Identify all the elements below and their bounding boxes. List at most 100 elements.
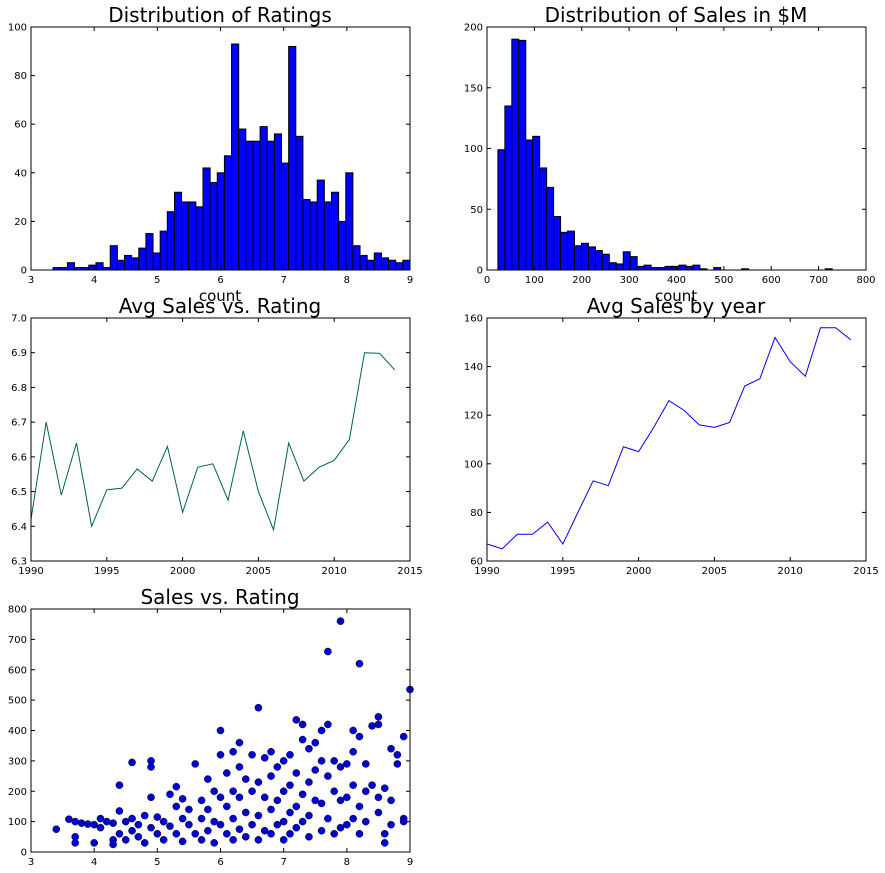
scatter-point xyxy=(368,722,376,730)
scatter-point xyxy=(254,811,263,820)
scatter-point xyxy=(324,720,332,729)
scatter-point xyxy=(273,820,282,829)
scatter-point xyxy=(387,796,395,805)
histogram-bar xyxy=(402,259,411,271)
histogram-bar xyxy=(166,211,175,271)
panel-distribution-of-ratings: 3 4 5 6 7 8 9 0 20 40 60 80 100 Distribution of Rati… xyxy=(8,3,413,305)
y-tick-label: 120 xyxy=(464,411,483,422)
y-tick-label: 6.6 xyxy=(11,452,27,463)
scatter-point xyxy=(254,778,263,786)
scatter-point xyxy=(172,829,181,838)
chart-title: Avg Sales vs. Rating xyxy=(119,294,321,318)
scatter-point xyxy=(267,829,275,838)
y-tick-label: 0 xyxy=(21,266,27,277)
scatter-point xyxy=(185,805,193,814)
scatter-point xyxy=(380,829,389,838)
y-tick-label: 6.5 xyxy=(11,487,27,498)
scatter-point xyxy=(223,829,231,838)
x-tick-label: 6 xyxy=(217,275,223,286)
y-tick-label: 6.8 xyxy=(11,383,27,394)
scatter-point xyxy=(317,826,326,835)
y-tick-label: 100 xyxy=(8,817,27,828)
x-tick-label: 5 xyxy=(154,275,160,286)
scatter-point xyxy=(305,778,313,786)
scatter-point xyxy=(311,796,320,805)
scatter-point xyxy=(134,833,143,841)
scatter-point xyxy=(361,817,370,826)
x-tick-label: 5 xyxy=(154,857,160,868)
tick-labels: 1990 1995 2000 2005 2010 2015 60 80 100 120 140 160 xyxy=(464,314,879,578)
scatter-point xyxy=(273,763,282,771)
scatter-point xyxy=(241,775,250,783)
scatter-point xyxy=(368,781,376,789)
histogram-bar xyxy=(636,265,645,271)
histogram-bar xyxy=(664,265,673,271)
scatter-point xyxy=(387,744,395,753)
y-tick-label: 200 xyxy=(464,23,483,34)
histogram-bar xyxy=(188,201,197,271)
scatter-point xyxy=(134,820,143,829)
histogram-bar xyxy=(352,245,361,271)
scatter-point xyxy=(292,823,301,832)
histogram-bar xyxy=(338,220,347,271)
y-tick-label: 60 xyxy=(14,120,27,131)
histogram-bar xyxy=(273,133,283,271)
line-series xyxy=(30,352,396,532)
scatter-point xyxy=(223,802,231,811)
x-tick-label: 800 xyxy=(856,275,875,286)
scatter-point xyxy=(204,826,212,835)
histogram-bar xyxy=(323,201,332,271)
scatter-point xyxy=(349,781,357,789)
scatter-point xyxy=(77,819,86,827)
histogram-bar xyxy=(574,245,582,271)
scatter-point xyxy=(210,787,218,796)
histogram-bar xyxy=(373,252,382,271)
histogram-bar xyxy=(518,39,527,271)
x-tick-label: 100 xyxy=(525,275,544,286)
x-axis-label: count xyxy=(655,287,697,305)
scatter-point xyxy=(374,720,383,729)
histogram-bar xyxy=(504,105,513,271)
scatter-point xyxy=(71,839,80,847)
scatter-point xyxy=(178,837,187,846)
histogram-bar xyxy=(231,43,240,271)
y-tick-label: 6.9 xyxy=(11,348,27,359)
histogram-bar xyxy=(152,252,161,271)
y-tick-label: 100 xyxy=(464,144,483,155)
plot-area xyxy=(487,318,866,561)
scatter-point xyxy=(241,808,250,817)
scatter-point xyxy=(96,814,105,823)
scatter-point xyxy=(260,754,269,762)
histogram-bar xyxy=(131,257,140,271)
scatter-point xyxy=(330,787,339,796)
scatter-point xyxy=(191,760,200,768)
histogram-bar xyxy=(223,155,233,271)
y-tick-label: 300 xyxy=(8,756,27,767)
x-axis-label: count xyxy=(199,287,241,305)
histogram-bar xyxy=(511,38,520,271)
scatter-point xyxy=(279,757,288,765)
scatter-point xyxy=(229,787,237,796)
scatter-point xyxy=(260,826,269,835)
histogram-bar xyxy=(532,135,541,271)
scatter-point xyxy=(229,836,237,844)
scatter-point xyxy=(178,795,187,803)
scatter-point xyxy=(305,744,313,753)
scatter-point xyxy=(153,813,162,821)
histogram-bar xyxy=(216,172,225,271)
scatter-point xyxy=(140,839,149,847)
tick-labels: 3 4 5 6 7 8 9 0 20 40 60 80 100 xyxy=(8,23,413,287)
panel-avg-sales-vs-rating: 1990 1995 2000 2005 2010 2015 6.3 6.4 6.5 6.6 6.7 6… xyxy=(11,294,423,577)
x-tick-label: 2005 xyxy=(702,566,727,577)
y-tick-label: 80 xyxy=(14,71,27,82)
histogram-bar xyxy=(594,250,603,271)
scatter-point xyxy=(235,738,244,747)
scatter-point xyxy=(267,747,275,756)
chart-title: Distribution of Sales in $M xyxy=(545,3,808,27)
scatter-point xyxy=(355,732,364,741)
scatter-point xyxy=(380,839,389,847)
scatter-point xyxy=(355,829,364,838)
scatter-point xyxy=(317,799,326,808)
y-tick-label: 6.7 xyxy=(11,418,27,429)
